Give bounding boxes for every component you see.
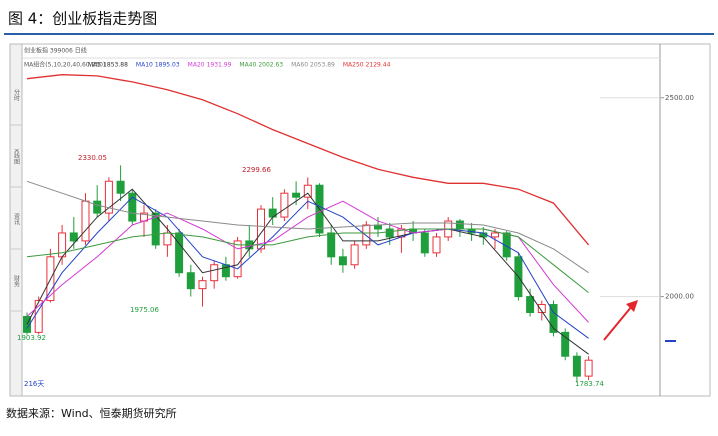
- ma-line: [26, 196, 589, 339]
- candle-body: [69, 232, 78, 242]
- candle-body: [81, 200, 90, 242]
- source-note: 数据来源：Wind、恒泰期货研究所: [6, 406, 177, 420]
- legend-title: MA组合(5,10,20,40,60,250): [24, 61, 105, 69]
- trend-arrow: [603, 305, 633, 341]
- legend-value: 2053.89: [310, 62, 335, 69]
- legend-value: 2002.63: [258, 62, 283, 69]
- legend-name: MA60: [291, 62, 308, 69]
- candle-body: [128, 192, 137, 222]
- candle-body: [420, 232, 429, 254]
- tab-label: 资讯: [13, 212, 20, 226]
- candle-body: [455, 220, 464, 230]
- chart-header: 创业板指 399006 日线: [24, 47, 87, 55]
- candle-body: [350, 244, 359, 266]
- candle-body: [93, 200, 102, 214]
- legend-name: MA40: [239, 62, 256, 69]
- y-tick-label: 2000.00: [665, 293, 694, 301]
- candle-body: [233, 240, 242, 278]
- candle-body: [526, 296, 535, 313]
- candle-body: [362, 224, 371, 246]
- candle-body: [491, 232, 499, 238]
- annotation: 1903.92: [17, 334, 46, 342]
- ma-line: [26, 188, 589, 355]
- candle-body: [163, 232, 172, 246]
- chart-title: 图 4：创业板指走势图: [8, 10, 157, 28]
- candle-body: [338, 256, 347, 266]
- legend-value: 1895.03: [155, 62, 180, 69]
- ma-line: [26, 180, 589, 274]
- legend-value: 1931.99: [207, 62, 232, 69]
- tab-label: K线图: [13, 149, 20, 166]
- annotation: 1783.74: [575, 380, 604, 388]
- ma-line: [26, 74, 590, 246]
- candle-body: [104, 180, 113, 214]
- candle-body: [561, 331, 570, 357]
- annotation: 216天: [24, 380, 44, 388]
- candle-body: [327, 232, 336, 258]
- candle-body: [151, 212, 160, 246]
- legend-name: MA5: [88, 62, 101, 69]
- tab-column: [9, 43, 23, 397]
- candle-body: [292, 192, 301, 198]
- y-tick-label: 2500.00: [665, 94, 694, 102]
- chart-frame: [9, 43, 711, 397]
- annotation: 1975.06: [130, 306, 159, 314]
- candle-body: [432, 236, 441, 254]
- annotation: 2299.66: [242, 166, 271, 174]
- candle-body: [175, 232, 184, 274]
- candle-body: [549, 304, 558, 333]
- legend-name: MA10: [136, 62, 153, 69]
- candle-body: [502, 232, 511, 258]
- annotation: 2330.05: [78, 154, 107, 162]
- candle-body: [210, 264, 219, 282]
- trend-arrow-head: [626, 300, 638, 312]
- candle-body: [198, 280, 207, 290]
- candle-body: [572, 355, 581, 377]
- candle-body: [303, 184, 312, 198]
- legend-value: 2129.44: [366, 62, 391, 69]
- candle-body: [34, 300, 43, 333]
- ma-line: [26, 228, 589, 293]
- candle-body: [116, 180, 125, 194]
- legend-name: MA20: [188, 62, 205, 69]
- tab-label: 财务: [13, 274, 20, 288]
- tab-label: 分时: [13, 88, 20, 101]
- legend-name: MA250: [343, 62, 364, 69]
- candle-body: [385, 228, 394, 238]
- legend-value: 1853.88: [103, 62, 128, 69]
- candle-body: [186, 272, 195, 290]
- candle-body: [537, 304, 546, 313]
- candle-body: [280, 192, 289, 218]
- candle-body: [584, 359, 593, 377]
